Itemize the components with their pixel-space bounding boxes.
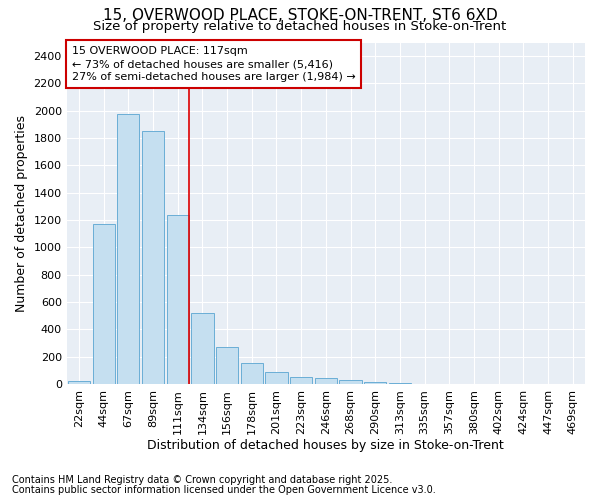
Text: Contains public sector information licensed under the Open Government Licence v3: Contains public sector information licen…: [12, 485, 436, 495]
Bar: [315, 378, 337, 384]
Text: Contains HM Land Registry data © Crown copyright and database right 2025.: Contains HM Land Registry data © Crown c…: [12, 475, 392, 485]
Bar: [92, 224, 115, 384]
Y-axis label: Number of detached properties: Number of detached properties: [15, 114, 28, 312]
Bar: [216, 347, 238, 384]
Text: 15 OVERWOOD PLACE: 117sqm
← 73% of detached houses are smaller (5,416)
27% of se: 15 OVERWOOD PLACE: 117sqm ← 73% of detac…: [72, 46, 356, 82]
Bar: [241, 364, 263, 384]
Bar: [191, 313, 214, 384]
Bar: [265, 372, 287, 384]
Text: 15, OVERWOOD PLACE, STOKE-ON-TRENT, ST6 6XD: 15, OVERWOOD PLACE, STOKE-ON-TRENT, ST6 …: [103, 8, 497, 22]
Bar: [68, 380, 90, 384]
Bar: [364, 382, 386, 384]
Text: Size of property relative to detached houses in Stoke-on-Trent: Size of property relative to detached ho…: [94, 20, 506, 33]
Bar: [340, 380, 362, 384]
Bar: [290, 377, 312, 384]
Bar: [142, 130, 164, 384]
Bar: [167, 214, 189, 384]
Bar: [117, 114, 139, 384]
X-axis label: Distribution of detached houses by size in Stoke-on-Trent: Distribution of detached houses by size …: [148, 440, 504, 452]
